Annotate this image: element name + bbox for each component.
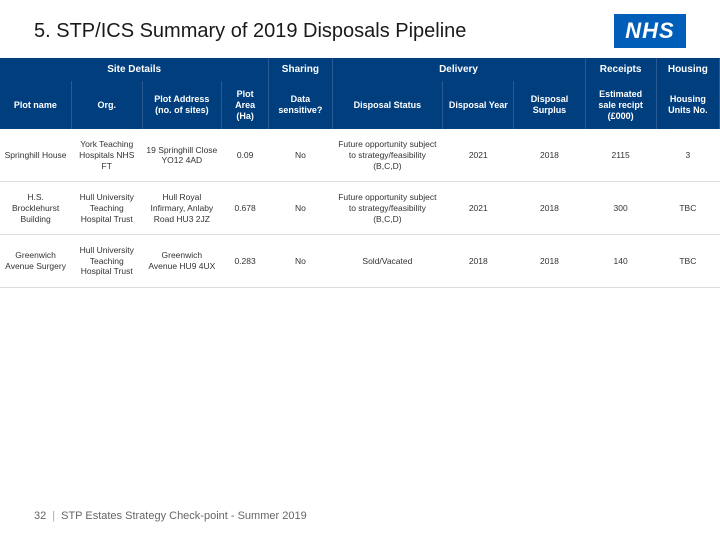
- cell-receipt: 140: [585, 235, 656, 288]
- cell-housing: TBC: [656, 235, 719, 288]
- col-receipt: Estimated sale recipt (£000): [585, 81, 656, 129]
- cell-area: 0.678: [221, 182, 268, 235]
- slide-title: 5. STP/ICS Summary of 2019 Disposals Pip…: [34, 20, 466, 43]
- col-status: Disposal Status: [332, 81, 443, 129]
- cell-org: Hull University Teaching Hospital Trust: [71, 235, 142, 288]
- cell-status: Future opportunity subject to strategy/f…: [332, 182, 443, 235]
- cell-sensitive: No: [269, 129, 332, 181]
- cell-addr: 19 Springhill Close YO12 4AD: [142, 129, 221, 181]
- table-col-row: Plot name Org. Plot Address (no. of site…: [0, 81, 720, 129]
- group-sharing: Sharing: [269, 58, 332, 81]
- group-site-details: Site Details: [0, 58, 269, 81]
- cell-dyear: 2021: [443, 182, 514, 235]
- cell-dyear: 2021: [443, 129, 514, 181]
- page-number: 32: [34, 510, 46, 522]
- col-address: Plot Address (no. of sites): [142, 81, 221, 129]
- col-sensitive: Data sensitive?: [269, 81, 332, 129]
- cell-org: Hull University Teaching Hospital Trust: [71, 182, 142, 235]
- group-receipts: Receipts: [585, 58, 656, 81]
- cell-addr: Greenwich Avenue HU9 4UX: [142, 235, 221, 288]
- col-disposal-year: Disposal Year: [443, 81, 514, 129]
- cell-housing: TBC: [656, 182, 719, 235]
- col-housing: Housing Units No.: [656, 81, 719, 129]
- cell-receipt: 300: [585, 182, 656, 235]
- nhs-logo: NHS: [614, 14, 686, 48]
- col-disposal-surplus: Disposal Surplus: [514, 81, 585, 129]
- table-row: H.S. Brocklehurst Building Hull Universi…: [0, 182, 720, 235]
- cell-status: Sold/Vacated: [332, 235, 443, 288]
- cell-receipt: 2115: [585, 129, 656, 181]
- footer-divider: |: [52, 510, 55, 522]
- col-area: Plot Area (Ha): [221, 81, 268, 129]
- table-group-row: Site Details Sharing Delivery Receipts H…: [0, 58, 720, 81]
- cell-dsurp: 2018: [514, 182, 585, 235]
- cell-plot: H.S. Brocklehurst Building: [0, 182, 71, 235]
- cell-housing: 3: [656, 129, 719, 181]
- cell-addr: Hull Royal Infirmary, Anlaby Road HU3 2J…: [142, 182, 221, 235]
- cell-dsurp: 2018: [514, 235, 585, 288]
- cell-plot: Springhill House: [0, 129, 71, 181]
- cell-org: York Teaching Hospitals NHS FT: [71, 129, 142, 181]
- cell-area: 0.283: [221, 235, 268, 288]
- slide-header: 5. STP/ICS Summary of 2019 Disposals Pip…: [0, 0, 720, 58]
- col-org: Org.: [71, 81, 142, 129]
- cell-area: 0.09: [221, 129, 268, 181]
- disposals-table: Site Details Sharing Delivery Receipts H…: [0, 58, 720, 288]
- disposals-table-wrap: Site Details Sharing Delivery Receipts H…: [0, 58, 720, 288]
- col-plot-name: Plot name: [0, 81, 71, 129]
- table-row: Springhill House York Teaching Hospitals…: [0, 129, 720, 181]
- group-delivery: Delivery: [332, 58, 585, 81]
- cell-status: Future opportunity subject to strategy/f…: [332, 129, 443, 181]
- cell-plot: Greenwich Avenue Surgery: [0, 235, 71, 288]
- cell-dsurp: 2018: [514, 129, 585, 181]
- footer-text: STP Estates Strategy Check-point - Summe…: [61, 510, 307, 522]
- cell-sensitive: No: [269, 182, 332, 235]
- cell-dyear: 2018: [443, 235, 514, 288]
- group-housing: Housing: [656, 58, 719, 81]
- cell-sensitive: No: [269, 235, 332, 288]
- table-row: Greenwich Avenue Surgery Hull University…: [0, 235, 720, 288]
- slide-footer: 32 | STP Estates Strategy Check-point - …: [34, 510, 307, 522]
